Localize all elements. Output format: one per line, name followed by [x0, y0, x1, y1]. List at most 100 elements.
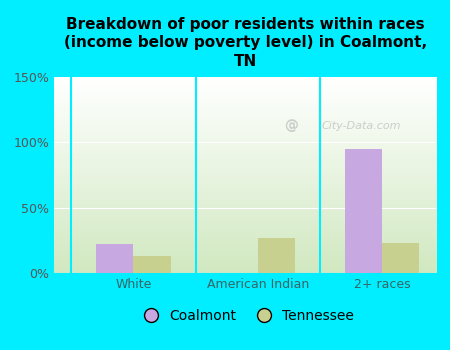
Legend: Coalmont, Tennessee: Coalmont, Tennessee — [131, 304, 359, 329]
Bar — [54, 189, 436, 190]
Bar — [54, 183, 436, 184]
Bar — [54, 127, 436, 128]
Bar — [54, 253, 436, 254]
Bar — [54, 240, 436, 241]
Bar — [54, 142, 436, 143]
Bar — [54, 104, 436, 105]
Bar — [54, 257, 436, 258]
Bar — [54, 84, 436, 85]
Bar — [54, 225, 436, 226]
Bar — [54, 262, 436, 263]
Bar — [54, 174, 436, 175]
Bar — [54, 187, 436, 188]
Bar — [54, 86, 436, 87]
Bar — [54, 91, 436, 92]
Bar — [54, 231, 436, 232]
Bar — [54, 145, 436, 146]
Text: @: @ — [284, 119, 298, 133]
Bar — [54, 188, 436, 189]
Bar — [54, 173, 436, 174]
Bar — [54, 88, 436, 89]
Bar — [54, 144, 436, 145]
Bar — [54, 220, 436, 221]
Bar — [54, 270, 436, 271]
Bar — [54, 235, 436, 236]
Bar — [54, 238, 436, 239]
Bar — [54, 229, 436, 230]
Bar — [54, 131, 436, 132]
Bar — [54, 199, 436, 201]
Bar — [54, 182, 436, 183]
Bar — [54, 236, 436, 237]
Bar — [54, 90, 436, 91]
Bar — [54, 227, 436, 228]
Bar — [54, 180, 436, 181]
Bar — [54, 193, 436, 194]
Bar — [54, 210, 436, 211]
Bar — [54, 128, 436, 129]
Bar — [54, 78, 436, 79]
Bar — [54, 126, 436, 127]
Bar — [54, 89, 436, 90]
Bar — [54, 122, 436, 123]
Bar — [54, 252, 436, 253]
Bar — [54, 102, 436, 103]
Bar — [54, 97, 436, 98]
Bar — [345, 149, 382, 273]
Bar — [54, 263, 436, 264]
Bar — [54, 158, 436, 159]
Bar — [54, 121, 436, 122]
Bar — [54, 94, 436, 95]
Bar — [54, 179, 436, 180]
Bar — [54, 120, 436, 121]
Bar — [54, 247, 436, 248]
Bar — [54, 256, 436, 257]
Bar — [54, 96, 436, 97]
Bar — [54, 133, 436, 134]
Bar — [54, 203, 436, 204]
Bar — [54, 152, 436, 153]
Bar — [54, 230, 436, 231]
Bar — [54, 150, 436, 152]
Bar — [54, 271, 436, 272]
Bar — [54, 222, 436, 223]
Bar — [54, 81, 436, 82]
Bar — [54, 109, 436, 110]
Bar — [54, 237, 436, 238]
Bar — [54, 233, 436, 234]
Bar — [54, 248, 436, 250]
Bar — [54, 115, 436, 116]
Title: Breakdown of poor residents within races
(income below poverty level) in Coalmon: Breakdown of poor residents within races… — [64, 17, 427, 69]
Bar — [54, 216, 436, 217]
Bar — [54, 114, 436, 115]
Bar — [54, 167, 436, 168]
Bar — [54, 83, 436, 84]
Bar — [54, 103, 436, 104]
Bar — [54, 202, 436, 203]
Bar — [54, 146, 436, 147]
Bar — [54, 108, 436, 109]
Bar — [54, 267, 436, 268]
Bar — [54, 251, 436, 252]
Bar — [54, 226, 436, 227]
Bar — [54, 87, 436, 88]
Bar — [54, 198, 436, 200]
Bar — [54, 207, 436, 208]
Bar — [54, 259, 436, 260]
Bar — [54, 214, 436, 215]
Bar — [54, 204, 436, 205]
Bar — [54, 246, 436, 247]
Bar — [54, 185, 436, 186]
Bar — [54, 266, 436, 267]
Bar — [54, 138, 436, 139]
Bar — [54, 264, 436, 265]
Bar — [54, 169, 436, 170]
Bar — [54, 234, 436, 235]
Bar — [54, 172, 436, 173]
Bar — [54, 129, 436, 130]
Bar — [134, 256, 171, 273]
Bar — [54, 117, 436, 118]
Bar — [54, 213, 436, 214]
Bar — [54, 110, 436, 111]
Bar — [54, 197, 436, 198]
